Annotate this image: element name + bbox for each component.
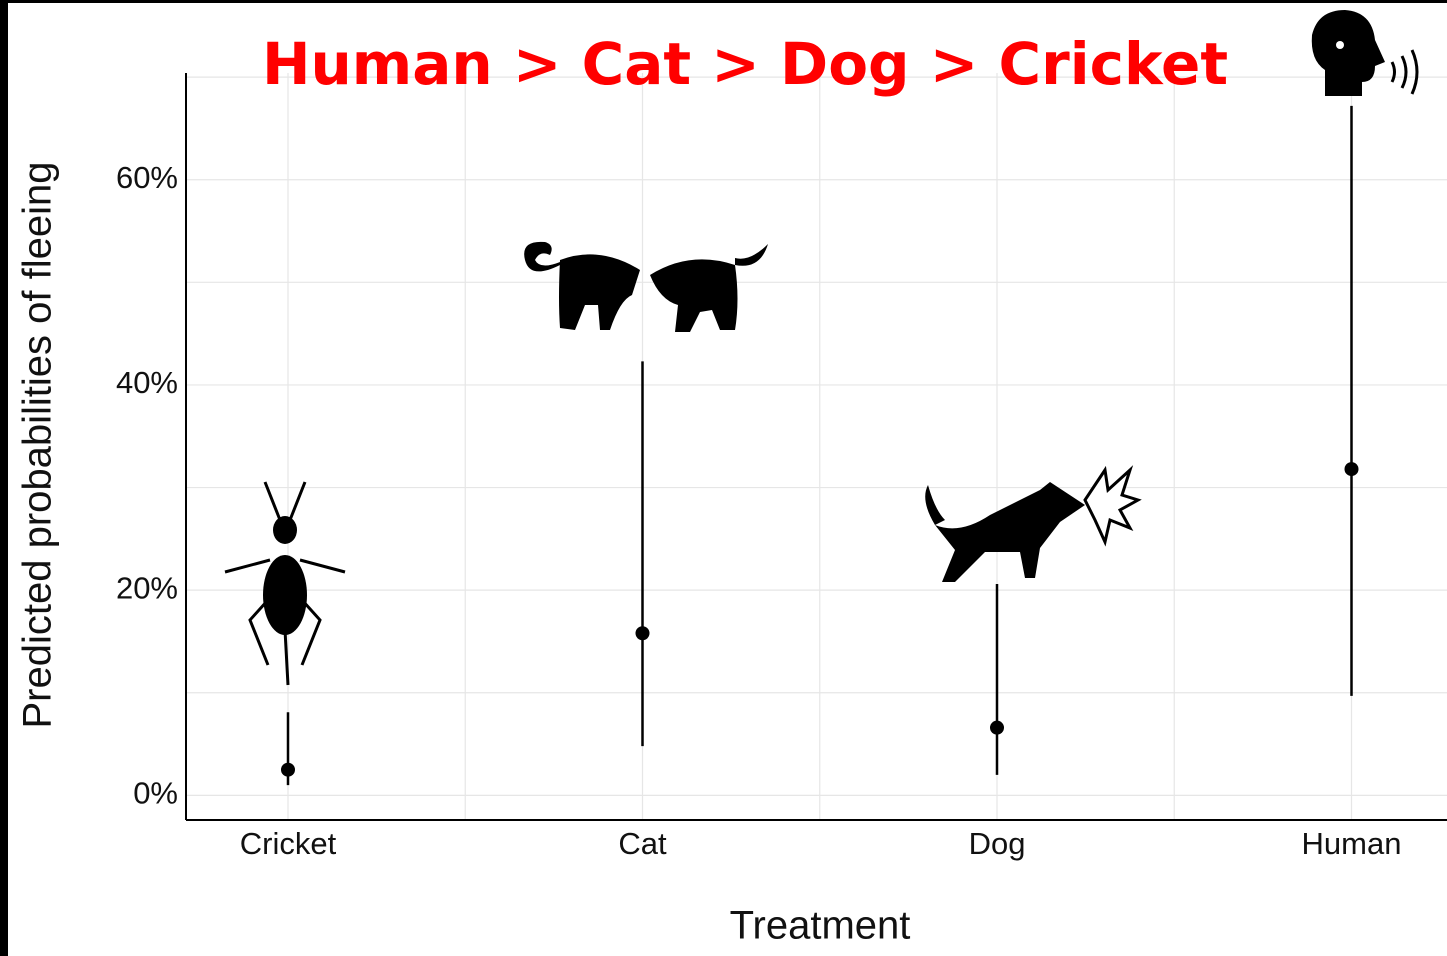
icons [224,10,1419,686]
point [1344,462,1359,477]
point [635,626,650,641]
y-tick-label: 0% [133,776,178,811]
y-tick-label: 20% [116,570,178,605]
x-tick-label: Cat [618,826,667,861]
chart-title: Human > Cat > Dog > Cricket [262,30,1228,98]
x-tick-label: Human [1302,826,1402,861]
cat-icon [524,241,768,332]
point [990,720,1004,735]
human-icon [1311,10,1419,96]
x-tick-label: Cricket [240,826,337,861]
x-tick-label: Dog [969,826,1026,861]
background [8,3,1447,956]
x-axis-title: Treatment [730,904,911,948]
y-tick-label: 40% [116,365,178,400]
marks [281,105,1359,786]
dog-icon [925,465,1142,582]
point [281,762,295,777]
y-tick-label: 60% [116,160,178,195]
y-axis-title: Predicted probabilities of fleeing [16,161,60,728]
cricket-icon [224,481,346,686]
